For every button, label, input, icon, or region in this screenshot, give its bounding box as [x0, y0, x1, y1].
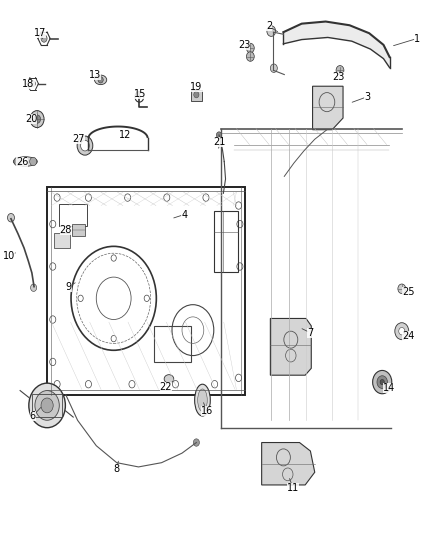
Text: 28: 28 — [60, 225, 72, 236]
Bar — [59, 204, 87, 226]
Circle shape — [54, 381, 60, 388]
Circle shape — [41, 35, 47, 42]
Text: 9: 9 — [66, 281, 72, 292]
Circle shape — [77, 136, 93, 155]
Circle shape — [81, 140, 89, 151]
Circle shape — [247, 43, 254, 53]
Circle shape — [377, 376, 388, 389]
Text: 13: 13 — [89, 70, 101, 79]
Text: 25: 25 — [402, 287, 415, 297]
Circle shape — [173, 381, 179, 388]
Circle shape — [14, 157, 21, 166]
Text: 21: 21 — [214, 137, 226, 147]
Circle shape — [398, 284, 406, 294]
Circle shape — [399, 327, 405, 335]
Circle shape — [85, 381, 92, 388]
Circle shape — [236, 202, 242, 209]
Circle shape — [78, 295, 83, 302]
Circle shape — [129, 381, 135, 388]
Circle shape — [35, 391, 59, 420]
Circle shape — [237, 220, 243, 228]
Circle shape — [98, 77, 103, 83]
Text: 2: 2 — [266, 21, 272, 31]
Circle shape — [270, 64, 277, 72]
Text: 6: 6 — [30, 411, 36, 421]
Polygon shape — [283, 21, 390, 68]
Text: 7: 7 — [307, 328, 314, 338]
Circle shape — [49, 316, 56, 323]
Text: 16: 16 — [201, 406, 213, 416]
Ellipse shape — [164, 375, 174, 383]
Text: 19: 19 — [190, 82, 202, 92]
Circle shape — [373, 370, 392, 394]
Bar — [154, 326, 191, 362]
Circle shape — [30, 157, 37, 166]
Text: 23: 23 — [332, 71, 345, 82]
Bar — [32, 394, 62, 417]
Circle shape — [237, 263, 243, 270]
Bar — [72, 224, 85, 236]
Polygon shape — [313, 86, 343, 130]
Circle shape — [85, 194, 92, 201]
Text: 18: 18 — [22, 78, 35, 88]
Text: 26: 26 — [16, 157, 28, 166]
Text: 1: 1 — [414, 34, 420, 44]
Text: 22: 22 — [160, 382, 172, 392]
Circle shape — [111, 255, 117, 261]
Circle shape — [30, 111, 44, 127]
Text: 27: 27 — [73, 134, 85, 144]
Text: 17: 17 — [34, 28, 46, 38]
Circle shape — [336, 66, 344, 75]
Circle shape — [49, 358, 56, 366]
Circle shape — [49, 220, 56, 228]
Circle shape — [31, 284, 37, 292]
Circle shape — [164, 194, 170, 201]
Bar — [214, 211, 238, 272]
Text: 8: 8 — [114, 464, 120, 474]
Ellipse shape — [14, 157, 37, 166]
Circle shape — [34, 115, 41, 123]
Bar — [191, 91, 201, 101]
Circle shape — [49, 263, 56, 270]
Circle shape — [193, 439, 199, 446]
Circle shape — [236, 374, 242, 382]
Text: 15: 15 — [134, 89, 146, 99]
Polygon shape — [270, 318, 311, 375]
Text: 4: 4 — [181, 209, 187, 220]
Circle shape — [267, 26, 276, 36]
Text: 11: 11 — [287, 483, 299, 493]
Circle shape — [380, 379, 385, 385]
Ellipse shape — [194, 384, 210, 416]
Circle shape — [111, 335, 117, 342]
Polygon shape — [261, 442, 315, 485]
Ellipse shape — [198, 389, 207, 411]
Text: 10: 10 — [3, 251, 15, 261]
Circle shape — [212, 381, 218, 388]
Circle shape — [247, 52, 254, 61]
Circle shape — [29, 383, 65, 427]
Text: 12: 12 — [119, 130, 132, 140]
Circle shape — [41, 398, 53, 413]
Text: 23: 23 — [238, 40, 251, 50]
Circle shape — [194, 92, 199, 98]
Circle shape — [124, 194, 131, 201]
Circle shape — [30, 80, 35, 87]
Circle shape — [54, 194, 60, 201]
Circle shape — [395, 322, 409, 340]
Text: 24: 24 — [402, 332, 414, 342]
Circle shape — [203, 194, 209, 201]
Text: 14: 14 — [383, 383, 395, 393]
Bar — [53, 233, 70, 248]
Circle shape — [7, 214, 14, 222]
Text: 20: 20 — [25, 114, 37, 124]
Circle shape — [144, 295, 149, 302]
Ellipse shape — [95, 75, 107, 85]
Text: 3: 3 — [364, 92, 370, 102]
Circle shape — [216, 132, 222, 138]
